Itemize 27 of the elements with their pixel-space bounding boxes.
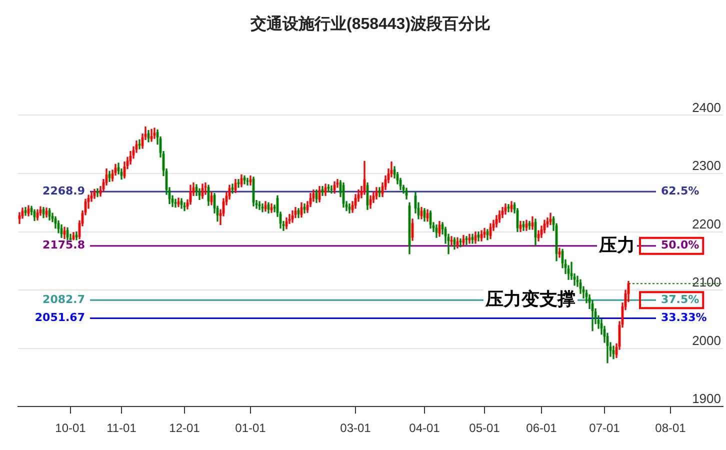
y-tick-label: 2400 (692, 100, 721, 115)
ref-line-label: 2082.7 (42, 292, 85, 306)
annotation: 33.33% (661, 311, 707, 324)
x-tick-label: 05-01 (469, 421, 500, 436)
annotation: 压力变支撑 (484, 289, 576, 310)
x-tick-label: 11-01 (106, 421, 137, 436)
x-tick-label: 12-01 (169, 421, 200, 436)
x-tick-label: 03-01 (340, 421, 372, 436)
x-tick-label: 10-01 (55, 421, 86, 436)
y-tick-label: 2300 (692, 158, 721, 174)
ref-line-label: 2051.67 (34, 311, 85, 324)
annotation: 50.0% (661, 238, 700, 252)
y-tick-label: 2100 (692, 274, 721, 290)
annotation: 62.5% (661, 184, 700, 198)
x-tick-label: 06-01 (526, 421, 558, 436)
x-tick-label: 04-01 (409, 421, 440, 436)
x-tick-label: 08-01 (655, 421, 686, 436)
annotation: 压力 (598, 234, 635, 255)
x-tick-label: 01-01 (235, 421, 266, 436)
x-tick-label: 07-01 (589, 421, 620, 436)
y-tick-label: 2000 (692, 332, 721, 348)
ref-line-label: 2175.8 (42, 238, 85, 252)
ref-line-label: 2268.9 (42, 184, 85, 198)
chart-title: 交通设施行业(858443)波段百分比 (249, 14, 491, 34)
y-tick-label: 2200 (692, 216, 721, 232)
annotation: 37.5% (661, 292, 700, 306)
y-tick-label: 1900 (692, 391, 721, 406)
